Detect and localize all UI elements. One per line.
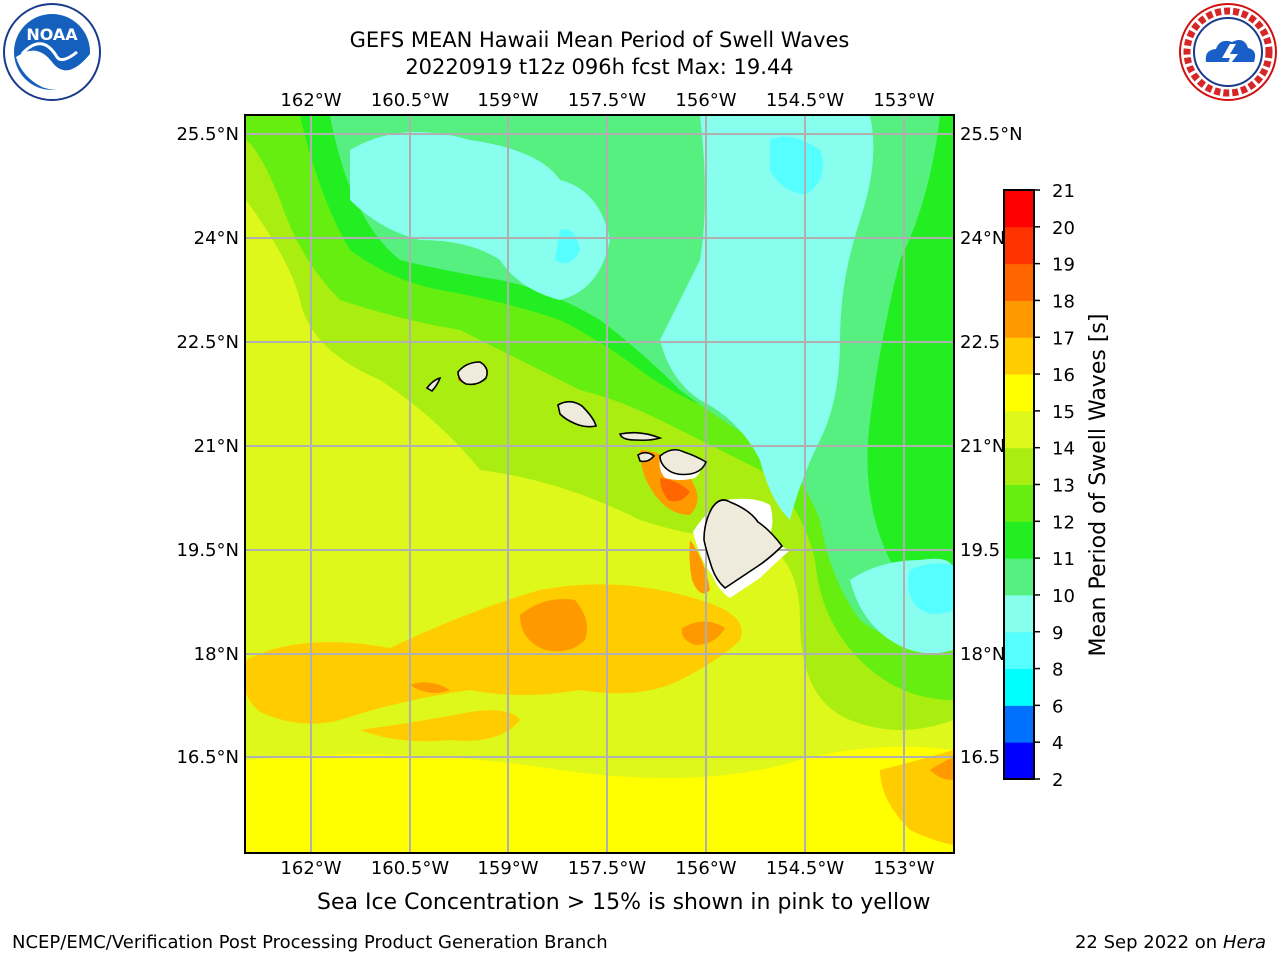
lat-label-left-4: 21°N bbox=[194, 436, 239, 457]
lon-label-top-5: 156°W bbox=[675, 90, 736, 111]
colorbar-label: 8 bbox=[1052, 660, 1063, 681]
colorbar-swatch bbox=[1004, 742, 1034, 780]
island-oahu bbox=[557, 400, 597, 428]
lat-label-left-3: 22.5°N bbox=[176, 332, 239, 353]
lat-label-right-7: 16.5 bbox=[960, 747, 1000, 768]
lat-label-left-2: 24°N bbox=[194, 228, 239, 249]
colorbar-swatch bbox=[1004, 300, 1034, 338]
colorbar-swatch bbox=[1004, 447, 1034, 485]
noaa-logo-text: NOAA bbox=[26, 25, 78, 44]
colorbar-label: 2 bbox=[1052, 770, 1063, 791]
colorbar-swatch bbox=[1004, 594, 1034, 633]
lat-label-right-3: 22.5 bbox=[960, 332, 1000, 353]
colorbar-label: 14 bbox=[1052, 439, 1075, 460]
lon-label-top-6: 154.5°W bbox=[766, 90, 845, 111]
lat-label-right-6: 18°N bbox=[960, 644, 1005, 665]
colorbar-swatch bbox=[1004, 521, 1034, 559]
colorbar-label: 6 bbox=[1052, 696, 1063, 717]
lon-label-bottom-2: 160.5°W bbox=[371, 858, 450, 879]
lon-label-bottom-7: 153°W bbox=[873, 858, 934, 879]
colorbar-swatch bbox=[1004, 337, 1034, 375]
lat-label-right-1: 25.5°N bbox=[960, 124, 1023, 145]
colorbar-label: 11 bbox=[1052, 549, 1075, 570]
swell-period-field bbox=[246, 116, 953, 852]
lon-label-top-7: 153°W bbox=[873, 90, 934, 111]
colorbar-swatch bbox=[1004, 410, 1034, 449]
colorbar-swatch bbox=[1004, 374, 1034, 412]
lat-label-left-5: 19.5°N bbox=[176, 540, 239, 561]
lon-label-top-2: 160.5°W bbox=[371, 90, 450, 111]
colorbar-swatch bbox=[1004, 484, 1034, 522]
lon-label-top-3: 159°W bbox=[477, 90, 538, 111]
colorbar-label: 21 bbox=[1052, 181, 1075, 202]
sea-ice-note: Sea Ice Concentration > 15% is shown in … bbox=[317, 890, 931, 915]
island-hawaii bbox=[703, 499, 784, 590]
colorbar-label: 13 bbox=[1052, 476, 1075, 497]
colorbar-label: 9 bbox=[1052, 623, 1063, 644]
lat-label-right-2: 24°N bbox=[960, 228, 1005, 249]
colorbar-label: 4 bbox=[1052, 733, 1063, 754]
colorbar: 2 4 6 8 9 10 11 12 13 14 15 16 17 18 19 20 21 bbox=[1003, 181, 1075, 791]
colorbar-label: 18 bbox=[1052, 291, 1075, 312]
nws-logo bbox=[1179, 3, 1277, 101]
colorbar-swatch bbox=[1004, 558, 1034, 596]
footer-date-text: 22 Sep 2022 on bbox=[1074, 932, 1218, 953]
graticule bbox=[246, 116, 953, 852]
colorbar-swatch bbox=[1004, 668, 1034, 706]
island-lanai bbox=[637, 451, 656, 463]
lon-label-bottom-6: 154.5°W bbox=[766, 858, 845, 879]
colorbar-label: 20 bbox=[1052, 218, 1075, 239]
island-maui bbox=[659, 448, 707, 476]
map-frame bbox=[244, 114, 955, 854]
noaa-logo: NOAA bbox=[3, 3, 101, 101]
lon-label-bottom-3: 159°W bbox=[477, 858, 538, 879]
colorbar-swatch bbox=[1004, 631, 1034, 670]
lat-label-right-4: 21°N bbox=[960, 436, 1005, 457]
colorbar-label: 15 bbox=[1052, 402, 1075, 423]
colorbar-label: 17 bbox=[1052, 328, 1075, 349]
island-molokai bbox=[618, 431, 663, 442]
colorbar-swatch bbox=[1004, 190, 1034, 228]
colorbar-label: 19 bbox=[1052, 255, 1075, 276]
lat-label-left-7: 16.5°N bbox=[176, 747, 239, 768]
colorbar-swatch bbox=[1004, 226, 1034, 265]
lon-label-bottom-1: 162°W bbox=[280, 858, 341, 879]
colorbar-label: 16 bbox=[1052, 365, 1075, 386]
lon-label-bottom-5: 156°W bbox=[675, 858, 736, 879]
island-niihau bbox=[425, 376, 442, 393]
lon-label-bottom-4: 157.5°W bbox=[568, 858, 647, 879]
lat-label-left-6: 18°N bbox=[194, 644, 239, 665]
lon-label-top-1: 162°W bbox=[280, 90, 341, 111]
lon-label-top-4: 157.5°W bbox=[568, 90, 647, 111]
islands bbox=[425, 361, 784, 590]
chart-title: GEFS MEAN Hawaii Mean Period of Swell Wa… bbox=[349, 28, 850, 52]
colorbar-title: Mean Period of Swell Waves [s] bbox=[1086, 314, 1111, 657]
colorbar-swatch bbox=[1004, 705, 1034, 743]
footer-date: 22 Sep 2022 on Hera bbox=[1075, 932, 1266, 953]
chart-subtitle: 20220919 t12z 096h fcst Max: 19.44 bbox=[405, 55, 794, 79]
colorbar-label: 10 bbox=[1052, 586, 1075, 607]
lat-label-left-1: 25.5°N bbox=[176, 124, 239, 145]
colorbar-label: 12 bbox=[1052, 512, 1075, 533]
colorbar-swatch bbox=[1004, 263, 1034, 301]
footer-credit: NCEP/EMC/Verification Post Processing Pr… bbox=[12, 932, 608, 953]
island-kauai bbox=[457, 361, 488, 386]
footer-host: Hera bbox=[1222, 932, 1266, 953]
lat-label-right-5: 19.5 bbox=[960, 540, 1000, 561]
